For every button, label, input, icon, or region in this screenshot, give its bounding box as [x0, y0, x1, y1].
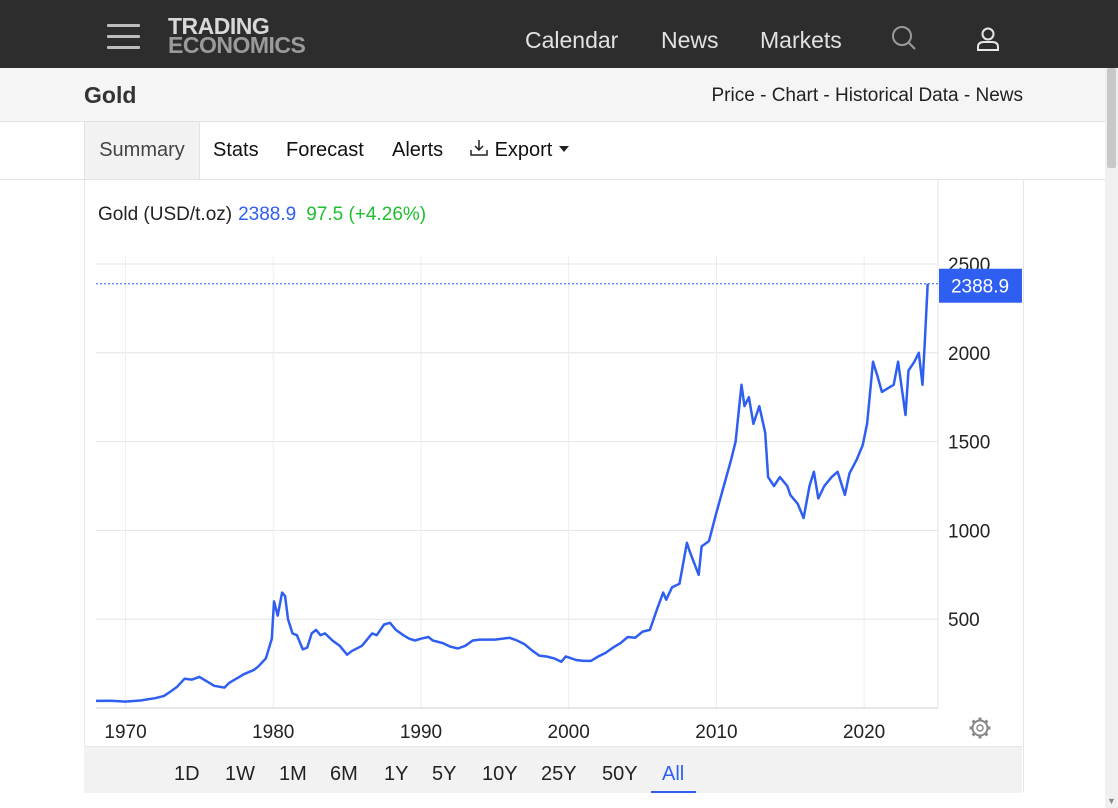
page-title: Gold: [84, 82, 137, 108]
page-subheader: Gold Price - Chart - Historical Data - N…: [0, 68, 1105, 122]
hamburger-menu-icon[interactable]: [107, 24, 140, 49]
logo-line2: ECONOMICS: [168, 32, 306, 58]
x-tick-label: 2000: [548, 722, 590, 743]
nav-markets[interactable]: Markets: [760, 27, 842, 53]
x-tick-label: 1970: [104, 722, 146, 743]
y-tick-label: 500: [948, 610, 980, 631]
subnav-price-link[interactable]: Price: [711, 85, 755, 106]
range-5y[interactable]: 5Y: [432, 763, 457, 785]
caret-down-icon: [558, 146, 569, 152]
range-25y[interactable]: 25Y: [541, 763, 577, 785]
gear-icon[interactable]: [969, 717, 991, 739]
nav-news[interactable]: News: [661, 27, 719, 53]
subnav-news-link[interactable]: News: [975, 85, 1023, 106]
legend-change: 97.5 (+4.26%): [306, 204, 427, 225]
subnav-separator: -: [958, 85, 976, 106]
logo-line1: TRADING: [168, 13, 270, 39]
tab-stats[interactable]: Stats: [213, 139, 259, 161]
range-6m[interactable]: 6M: [330, 763, 358, 785]
last-value-badge: [939, 268, 1022, 303]
x-tick-label: 1980: [252, 722, 294, 743]
page-scrollbar[interactable]: ▼: [1105, 68, 1118, 808]
active-range-underline: [651, 791, 696, 793]
chart-legend: Gold (USD/t.oz) 2388.9 97.5 (+4.26%): [98, 204, 426, 226]
download-icon: [470, 140, 488, 156]
y-tick-label: 1500: [948, 433, 990, 454]
range-1d[interactable]: 1D: [174, 763, 200, 785]
range-50y[interactable]: 50Y: [602, 763, 638, 785]
y-tick-label: 1000: [948, 521, 990, 542]
tab-summary[interactable]: Summary: [84, 122, 200, 179]
scrollbar-thumb[interactable]: [1107, 68, 1116, 168]
tab-export[interactable]: Export: [469, 122, 570, 179]
range-1w[interactable]: 1W: [225, 763, 255, 785]
scroll-down-arrow-icon[interactable]: ▼: [1107, 796, 1116, 806]
tab-forecast[interactable]: Forecast: [286, 139, 364, 161]
search-icon[interactable]: [890, 24, 920, 54]
subnav-separator: -: [818, 85, 836, 106]
range-selector: 1D 1W 1M 6M 1Y 5Y 10Y 25Y 50Y All: [84, 746, 1022, 793]
range-1m[interactable]: 1M: [279, 763, 307, 785]
legend-last-value: 2388.9: [238, 204, 297, 225]
top-navigation-bar: TRADING ECONOMICS Calendar News Markets: [0, 0, 1118, 68]
subnav-chart-link[interactable]: Chart: [771, 85, 819, 106]
range-10y[interactable]: 10Y: [482, 763, 518, 785]
trading-economics-logo[interactable]: TRADING ECONOMICS: [168, 13, 306, 58]
chart-panel: [84, 180, 1024, 792]
x-tick-label: 2020: [843, 722, 885, 743]
range-all[interactable]: All: [662, 763, 685, 785]
subnav-separator: -: [754, 85, 772, 106]
x-tick-label: 1990: [400, 722, 442, 743]
subnav-historical-link[interactable]: Historical Data: [835, 85, 959, 106]
range-1y[interactable]: 1Y: [384, 763, 409, 785]
last-value-label: 2388.9: [951, 277, 1009, 298]
gold-price-line: [95, 283, 929, 703]
y-tick-label: 2000: [948, 344, 990, 365]
export-label: Export: [494, 139, 553, 161]
subnav-links: Price - Chart - Historical Data - News: [712, 85, 1024, 107]
user-icon[interactable]: [974, 24, 1004, 54]
nav-calendar[interactable]: Calendar: [525, 27, 619, 53]
legend-series-name: Gold (USD/t.oz): [98, 204, 233, 225]
tab-bar: Summary Stats Forecast Alerts Export: [0, 122, 1105, 180]
tab-alerts[interactable]: Alerts: [392, 139, 444, 161]
x-tick-label: 2010: [695, 722, 737, 743]
